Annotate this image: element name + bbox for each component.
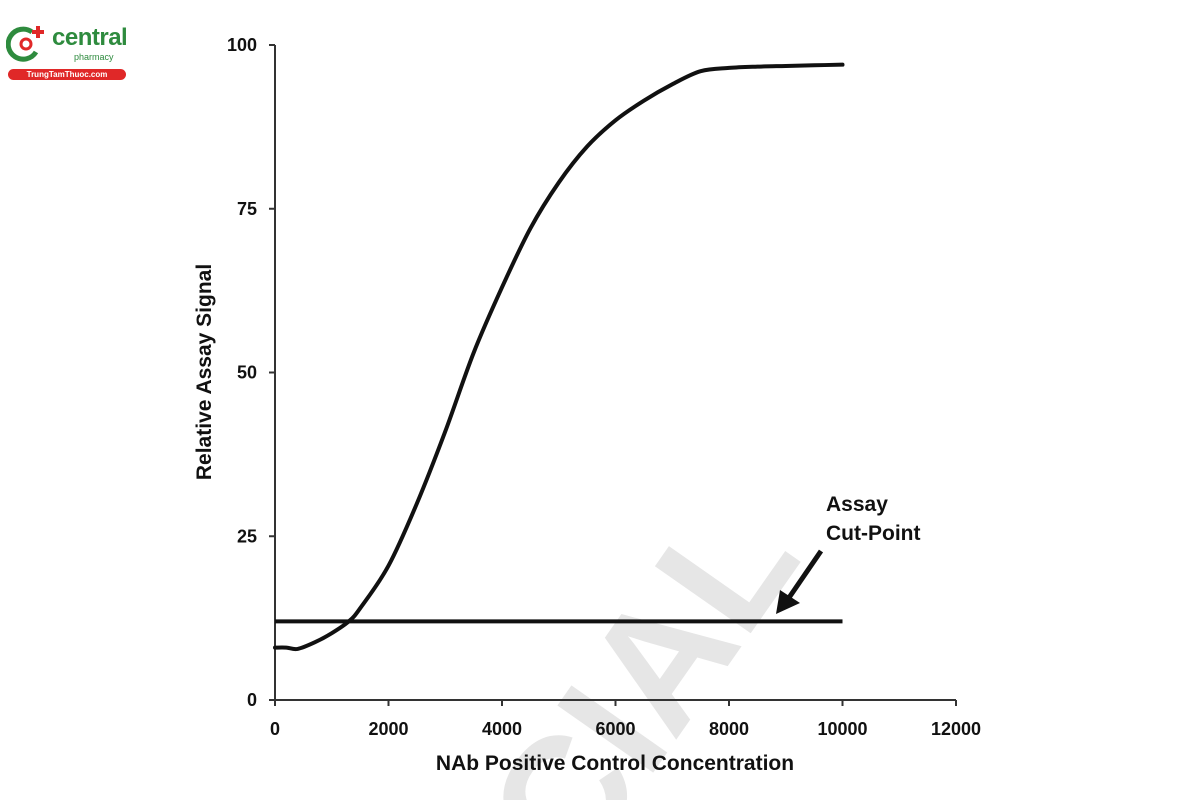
x-ticks: 0 2000 4000 6000 8000 10000 12000 (270, 700, 981, 739)
x-tick-label: 12000 (931, 719, 981, 739)
x-axis-title: NAb Positive Control Concentration (436, 752, 794, 775)
dose-response-curve (273, 62, 845, 652)
watermark: CIAL (451, 470, 834, 800)
annotation-line-1: Assay (826, 493, 888, 516)
x-tick-label: 4000 (482, 719, 522, 739)
svg-text:CIAL: CIAL (451, 470, 834, 800)
logo-subtitle: pharmacy (74, 52, 114, 62)
x-tick-label: 10000 (817, 719, 867, 739)
x-tick-label: 6000 (595, 719, 635, 739)
logo-brand: central (52, 24, 128, 51)
y-tick-label: 75 (237, 199, 257, 219)
y-axis-title: Relative Assay Signal (193, 264, 216, 480)
pharmacy-cross-icon (6, 26, 44, 62)
annotation-arrow-icon (776, 549, 824, 614)
x-tick-label: 2000 (368, 719, 408, 739)
x-tick-label: 0 (270, 719, 280, 739)
y-tick-label: 25 (237, 526, 257, 546)
logo-site-banner: TrungTamThuoc.com (8, 69, 126, 80)
y-ticks: 0 25 50 75 100 (227, 35, 275, 710)
y-tick-label: 0 (247, 690, 257, 710)
annotation-line-2: Cut-Point (826, 522, 920, 545)
y-tick-label: 100 (227, 35, 257, 55)
x-tick-label: 8000 (709, 719, 749, 739)
central-pharmacy-logo: central pharmacy TrungTamThuoc.com (6, 24, 128, 82)
y-tick-label: 50 (237, 363, 257, 383)
